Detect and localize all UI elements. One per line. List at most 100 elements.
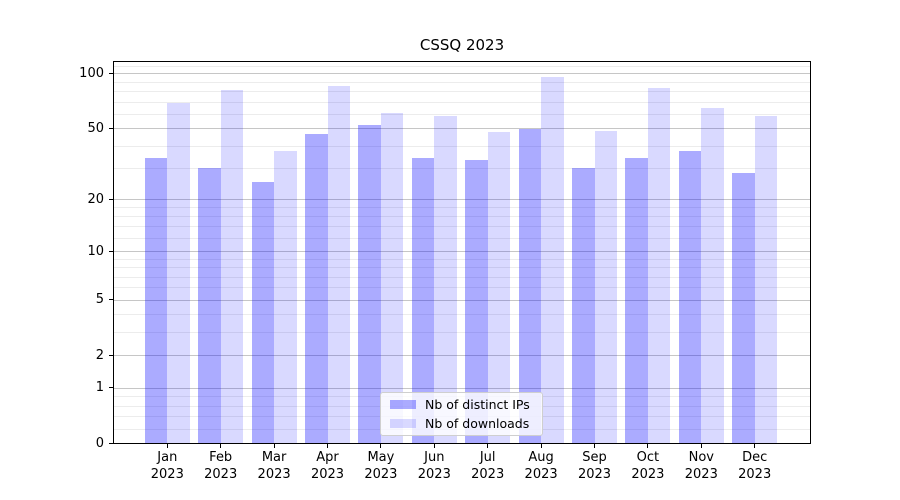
x-tick-label-sep: Sep 2023 (568, 449, 622, 483)
bar-mar-downloads (274, 151, 297, 443)
legend-swatch (390, 419, 416, 428)
x-tick-year: 2023 (150, 467, 184, 482)
bar-sep-ips (572, 167, 595, 443)
bar-feb-ips (198, 167, 221, 443)
x-tick-month: Jul (479, 450, 496, 465)
legend-entry-downloads: Nb of downloads (381, 416, 542, 431)
major-gridline (114, 73, 810, 75)
minor-gridline (114, 237, 810, 239)
y-tick-mark (109, 127, 113, 129)
major-gridline (114, 355, 810, 357)
bar-dec-downloads (754, 115, 778, 443)
bar-jan-downloads (167, 103, 190, 443)
plot-area (113, 61, 811, 444)
bar-nov-downloads (701, 108, 724, 443)
bar-jul-downloads (487, 132, 511, 443)
x-tick-year: 2023 (204, 467, 238, 482)
minor-gridline (114, 276, 810, 278)
legend-label: Nb of downloads (425, 416, 530, 431)
minor-gridline (114, 314, 810, 316)
x-tick-year: 2023 (738, 467, 772, 482)
x-tick-month: Sep (582, 450, 607, 465)
major-gridline (114, 251, 810, 253)
chart-title: CSSQ 2023 (419, 36, 505, 54)
x-tick-month: Apr (316, 450, 339, 465)
x-tick-label-apr: Apr 2023 (301, 449, 355, 483)
legend: Nb of distinct IPs Nb of downloads (380, 392, 543, 436)
bar-aug-downloads (541, 76, 564, 443)
minor-gridline (114, 90, 810, 92)
x-tick-mark (273, 444, 275, 448)
y-tick-mark (109, 250, 113, 252)
x-tick-month: Dec (742, 450, 768, 465)
minor-gridline (114, 258, 810, 260)
bar-may-downloads (380, 113, 404, 443)
x-tick-mark (327, 444, 328, 448)
x-tick-month: Oct (636, 450, 660, 465)
y-tick-label: 50 (87, 120, 104, 136)
y-tick-label: 2 (95, 347, 104, 363)
x-tick-month: Jan (157, 450, 178, 465)
y-tick-mark (109, 442, 113, 444)
x-tick-month: Aug (528, 450, 554, 465)
legend-entry-ips: Nb of distinct IPs (381, 397, 542, 412)
minor-gridline (114, 332, 810, 334)
x-tick-month: Nov (688, 450, 714, 465)
x-tick-mark (647, 444, 649, 448)
bar-feb-downloads (220, 89, 244, 443)
y-tick-mark (109, 72, 113, 74)
bar-oct-ips (625, 157, 648, 443)
x-tick-label-oct: Oct 2023 (621, 449, 675, 483)
x-tick-year: 2023 (257, 467, 291, 482)
bar-nov-ips (678, 151, 702, 443)
x-tick-label-jan: Jan 2023 (140, 449, 194, 483)
x-tick-label-dec: Dec 2023 (728, 449, 782, 483)
y-tick-label: 10 (87, 243, 104, 259)
minor-gridline (114, 226, 810, 228)
x-tick-month: Mar (261, 450, 287, 465)
y-tick-label: 100 (79, 65, 104, 81)
y-tick-label: 5 (95, 292, 104, 308)
x-tick-year: 2023 (471, 467, 505, 482)
x-tick-label-jul: Jul 2023 (461, 449, 515, 483)
minor-gridline (114, 101, 810, 103)
y-tick-mark (109, 198, 113, 200)
y-tick-mark (109, 354, 113, 356)
x-tick-mark (540, 444, 542, 448)
major-gridline (114, 299, 810, 301)
legend-swatch (390, 400, 416, 409)
x-tick-mark (433, 444, 435, 448)
x-tick-mark (487, 444, 489, 448)
minor-gridline (114, 216, 810, 218)
x-tick-year: 2023 (364, 467, 398, 482)
y-tick-mark (109, 387, 113, 389)
x-tick-label-jun: Jun 2023 (407, 449, 461, 483)
x-tick-label-mar: Mar 2023 (247, 449, 301, 483)
x-tick-label-nov: Nov 2023 (674, 449, 728, 483)
x-tick-month: Jun (424, 450, 445, 465)
minor-gridline (114, 207, 810, 209)
minor-gridline (114, 81, 810, 83)
bar-apr-ips (305, 134, 328, 443)
y-tick-label: 20 (87, 191, 104, 207)
x-tick-mark (700, 444, 702, 448)
minor-gridline (114, 145, 810, 147)
minor-gridline (114, 65, 810, 67)
minor-gridline (114, 267, 810, 269)
bar-jan-ips (144, 157, 168, 443)
major-gridline (114, 128, 810, 130)
bar-jun-ips (411, 157, 435, 443)
x-tick-year: 2023 (684, 467, 718, 482)
x-tick-mark (754, 444, 756, 448)
bar-may-ips (358, 124, 381, 443)
x-tick-year: 2023 (577, 467, 612, 482)
minor-gridline (114, 167, 810, 169)
bar-jul-ips (465, 160, 488, 443)
legend-label: Nb of distinct IPs (425, 397, 530, 412)
minor-gridline (114, 287, 810, 289)
bar-oct-downloads (647, 87, 671, 443)
minor-gridline (114, 113, 810, 115)
x-tick-year: 2023 (631, 467, 665, 482)
major-gridline (114, 199, 810, 201)
x-tick-label-may: May 2023 (354, 449, 408, 483)
